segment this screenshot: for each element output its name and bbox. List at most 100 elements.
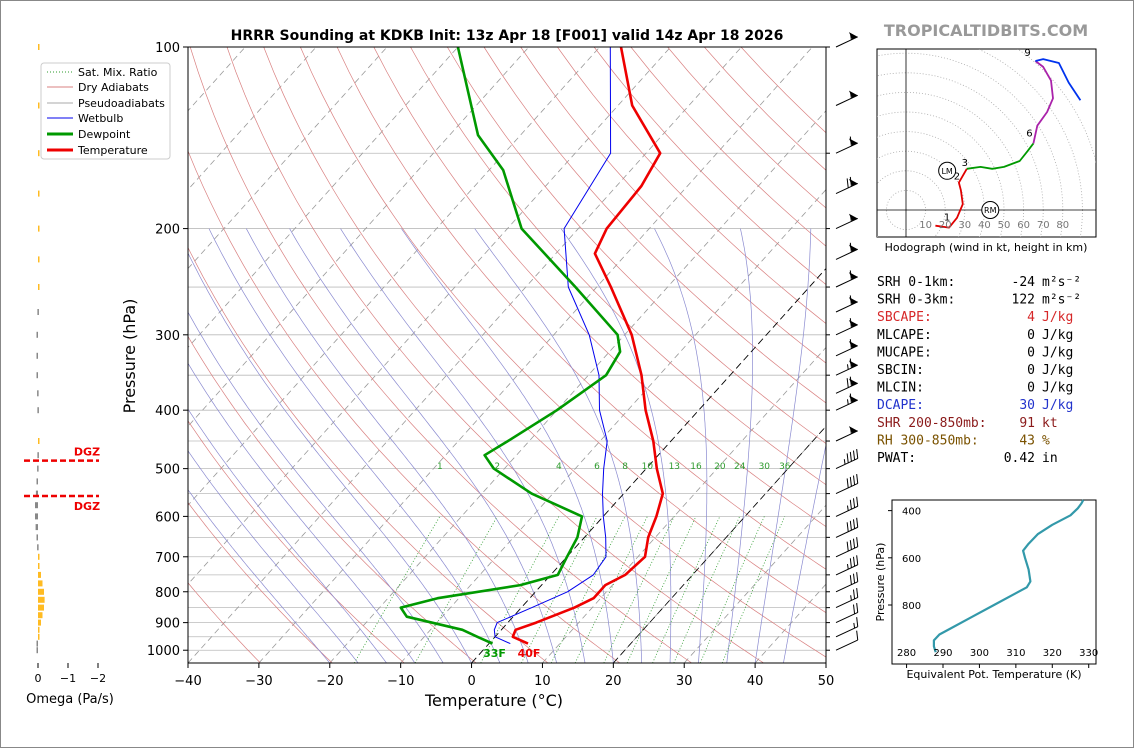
temperature-tick-label: −30 [245,674,272,689]
dry-adiabat [188,149,621,663]
omega-bar [38,563,40,569]
hodograph-height-label: 2 [954,172,960,183]
legend-label-wetbulb: Wetbulb [78,112,123,125]
hodograph-labels: 10 20 30 40 50 60 70 80 1 23 6 9 LM RM [919,48,1069,231]
wind-barb [835,617,859,638]
mixing-ratio-line [574,516,648,663]
wind-barb-staff [835,183,858,195]
pressure-tick-label: 300 [155,329,180,344]
surface-temperature-label: 40F [518,647,541,660]
wind-barb-full [846,478,849,488]
hodograph-segment [1035,58,1082,101]
omega-tick-label: 0 [35,672,42,685]
stat-value: 30 [1019,398,1035,413]
wind-barb-staff [835,626,858,638]
omega-bar [37,390,39,397]
wind-barb-full [849,318,852,328]
dry-adiabat [188,246,549,663]
theta-e-x-tick-label: 290 [933,648,952,659]
stat-value: 91 [1019,416,1035,431]
mixing-ratio-lines [353,516,786,663]
pressure-tick-label: 700 [155,551,180,566]
hodograph-panel: 10 20 30 40 50 60 70 80 1 23 6 9 LM RM Hodograph (win… [876,48,1097,254]
mixing-ratio-label: 10 [642,462,654,472]
mixing-ratio-line [353,516,441,663]
omega-bar [36,352,38,359]
chart-title: HRRR Sounding at KDKB Init: 13z Apr 18 [… [231,28,784,44]
wind-barb-full [849,295,852,305]
wind-barb-pennant [848,32,858,40]
dry-adiabat [300,47,826,614]
wind-barb [835,393,858,411]
mixing-ratio-label: 36 [779,462,791,472]
pressure-tick-label: 200 [155,223,180,238]
stat-value: 0.42 [1004,451,1035,466]
mixing-ratio-label: 13 [669,462,680,472]
stat-label: RH 300-850mb: [877,433,979,448]
stat-unit: J/kg [1042,363,1073,378]
wind-barb-full [856,473,859,484]
temperature-tick-label: −20 [316,674,343,689]
moist-adiabat [340,228,586,663]
temperature-tick-label: 50 [818,674,835,689]
isotherm-20-line [613,425,826,663]
omega-bar [38,596,45,603]
stat-unit: % [1042,433,1050,448]
wind-barb-staff [835,94,858,106]
isotherm-line [258,47,813,663]
wind-barb [835,517,859,538]
hodograph-trace [935,58,1082,229]
wind-barb-full [846,522,849,532]
mixing-ratio-line [521,516,598,663]
legend-label-dry-adiabats: Dry Adiabats [78,81,149,94]
dry-adiabat [188,501,333,663]
dry-adiabat [557,47,826,324]
wind-barb [835,339,858,357]
moist-adiabat [783,443,826,663]
isotherm-line [542,346,826,663]
wind-barb [835,318,858,336]
moist-adiabats [188,228,826,663]
wind-barb-staff [835,483,858,495]
stat-value: 0 [1027,363,1035,378]
mixing-ratio-line [603,516,675,663]
omega-axis-label: Omega (Pa/s) [26,692,114,707]
omega-bar [37,465,39,472]
wind-barb-full [852,538,856,549]
mixing-ratio-line [673,516,741,663]
wind-barb [835,555,859,576]
wind-barb-full [849,451,852,462]
mixing-ratio-line [652,516,721,663]
mixing-ratio-line [414,516,498,663]
omega-bar [38,284,40,290]
stat-unit: kt [1042,416,1058,431]
omega-bar [35,502,38,509]
wind-barb [835,32,858,48]
wind-barb-full [846,541,849,552]
wind-barb-pennant [848,213,858,221]
theta-e-line [932,499,1085,653]
wind-barb-staff [835,612,858,624]
mixing-ratio-line [721,516,786,663]
wind-barb-half [850,216,852,222]
wind-barb [835,572,859,593]
wind-barb-full [849,520,852,531]
wind-barb-full [849,136,852,147]
legend: Sat. Mix. Ratio Dry Adiabats Pseudoadiab… [40,62,171,160]
stat-value: 43 [1019,433,1035,448]
dry-adiabat [336,47,826,570]
wind-barb-full [849,476,852,487]
left-mover-label: LM [941,167,952,176]
isotherm-line [188,47,530,427]
isotherm-line [0,47,33,663]
omega-bar [38,150,40,157]
stat-label: SRH 0-3km: [877,293,955,308]
omega-panel: 0 −1 −2 Omega (Pa/s) DGZ DGZ [24,44,114,707]
wind-barb-staff [835,36,858,48]
isotherm-grid [0,47,826,663]
hodograph-ring-label: 20 [939,220,952,231]
temperature-tick-label: 10 [534,674,551,689]
dgz-bottom-label: DGZ [74,500,100,513]
wind-barb-staff [835,399,858,411]
dry-adiabat [520,47,826,364]
